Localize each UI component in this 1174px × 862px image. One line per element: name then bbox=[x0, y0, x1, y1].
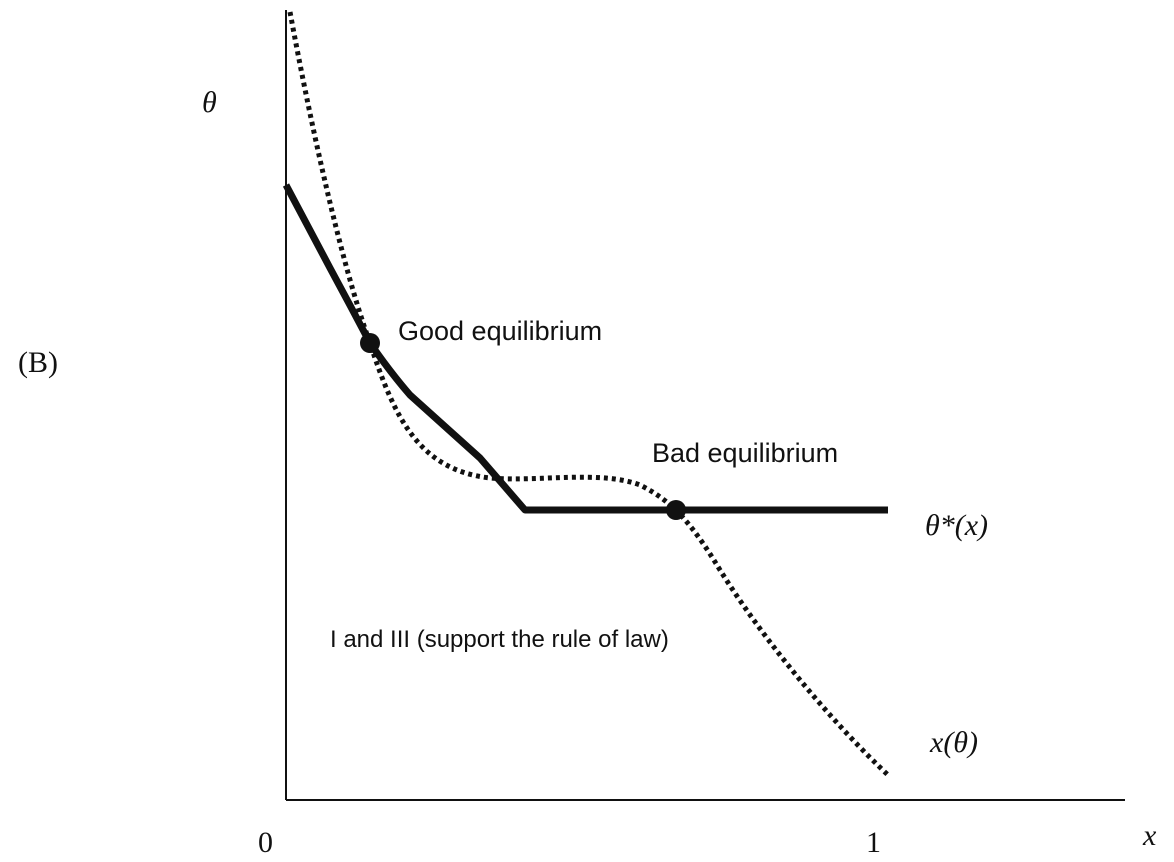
good-equilibrium-point bbox=[360, 333, 380, 353]
y-axis-label: θ bbox=[202, 86, 217, 119]
good-equilibrium-label: Good equilibrium bbox=[398, 316, 602, 346]
x-tick-label: 0 bbox=[258, 826, 273, 859]
bad-equilibrium-label: Bad equilibrium bbox=[652, 438, 838, 468]
x-tick-label: 1 bbox=[866, 826, 881, 859]
panel-label: (B) bbox=[18, 346, 58, 379]
bad-equilibrium-point bbox=[666, 500, 686, 520]
x-axis-label: x bbox=[1142, 819, 1157, 852]
threshold-label: θ*(x) bbox=[925, 509, 988, 542]
region-label: I and III (support the rule of law) bbox=[330, 626, 669, 653]
response-curve bbox=[287, 11, 890, 777]
response-label: x(θ) bbox=[929, 726, 978, 759]
